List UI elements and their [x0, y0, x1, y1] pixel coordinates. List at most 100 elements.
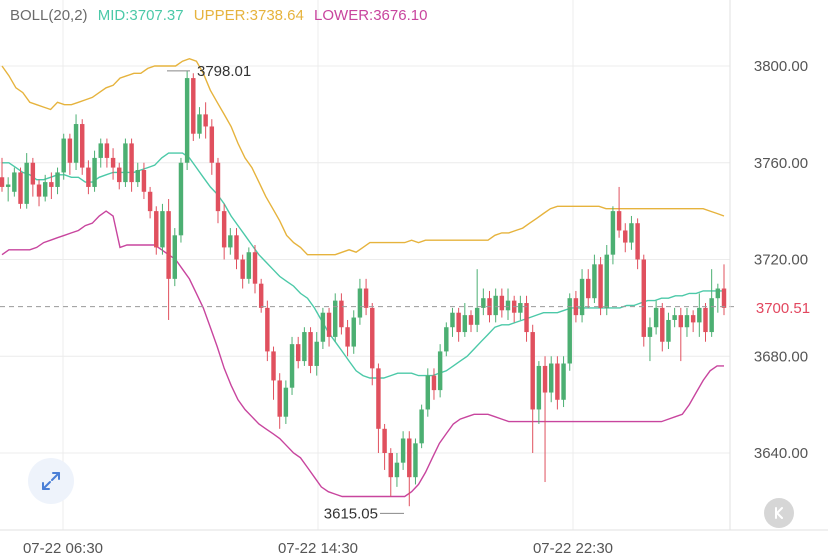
candle-down [326, 312, 332, 337]
candle-up [697, 307, 702, 323]
candle-down [18, 172, 23, 204]
candle-down [30, 162, 36, 185]
candle-down [703, 307, 708, 333]
low-price-label: 3615.05 [324, 505, 378, 522]
candle-down [339, 300, 344, 328]
candle-down [376, 368, 381, 429]
candle-up [314, 341, 319, 366]
candle-down [635, 223, 640, 260]
y-tick-label: 3680.00 [754, 348, 808, 365]
candle-up [505, 300, 511, 311]
candle-down [530, 332, 535, 410]
candle-up [357, 288, 363, 318]
candle-up [493, 295, 498, 316]
candle-up [92, 157, 97, 187]
candle-up [5, 184, 11, 187]
candle-down [555, 363, 560, 400]
candle-down [166, 211, 171, 279]
candle-down [104, 143, 110, 158]
candle-up [672, 315, 677, 320]
candle-down [586, 278, 591, 299]
candle-up [394, 462, 400, 478]
candle-down [191, 78, 196, 134]
x-tick-label: 07-22 06:30 [23, 540, 103, 557]
boll-lower-line [1, 210, 724, 498]
candle-up [123, 143, 128, 183]
candle-up [289, 344, 295, 388]
candle-down [117, 167, 122, 183]
boll-legend: BOLL(20,2) MID:3707.37 UPPER:3738.64 LOW… [10, 7, 433, 24]
candle-up [450, 312, 455, 328]
candle-down [49, 182, 54, 187]
candle-down [641, 259, 646, 337]
x-tick-label: 07-22 14:30 [278, 540, 358, 557]
candle-up [283, 387, 289, 417]
candle-down [388, 453, 393, 478]
candle-down [67, 138, 73, 163]
candle-down [382, 428, 387, 453]
candle-up [561, 363, 566, 400]
candle-up [320, 312, 326, 342]
candle-up [98, 143, 103, 158]
candle-up [184, 78, 190, 163]
boll-mid-line [2, 152, 724, 379]
legend-indicator-name: BOLL(20,2) [10, 7, 88, 24]
candle-up [647, 327, 653, 337]
candle-up [481, 298, 486, 308]
candle-up [172, 235, 178, 279]
candle-down [678, 315, 684, 328]
candle-up [629, 223, 634, 243]
candle-down [209, 126, 215, 163]
candle-down [721, 288, 727, 308]
candle-up [400, 438, 406, 463]
candle-down [0, 177, 5, 187]
candle-down [295, 344, 301, 362]
expand-button[interactable] [28, 458, 74, 504]
candle-up [228, 235, 233, 248]
candle-down [234, 235, 239, 260]
candle-down [345, 327, 350, 347]
candle-up [55, 172, 60, 187]
candle-down [86, 167, 91, 187]
candle-up [419, 409, 424, 444]
candle-up [425, 375, 431, 410]
boll-upper-line [1, 57, 725, 256]
y-tick-label: 3720.00 [754, 252, 808, 269]
candle-down [616, 211, 622, 231]
candle-down [271, 351, 276, 381]
candle-up [197, 114, 202, 134]
candle-down [265, 307, 270, 352]
candle-up [536, 365, 542, 410]
candle-down [573, 298, 579, 316]
candle-down [80, 124, 85, 168]
candle-up [444, 327, 449, 352]
legend-mid: MID:3707.37 [97, 7, 184, 24]
candle-up [462, 315, 468, 333]
y-tick-label: 3640.00 [754, 445, 808, 462]
k-back-button[interactable] [764, 498, 794, 528]
candle-up [73, 124, 79, 163]
y-tick-label: 3760.00 [754, 155, 808, 172]
candle-down [623, 230, 628, 243]
candle-up [12, 172, 17, 192]
candle-up [351, 317, 356, 347]
current-price-label: 3700.51 [738, 295, 828, 321]
candle-down [370, 307, 375, 369]
candle-down [407, 438, 412, 478]
candle-down [456, 312, 461, 333]
candle-down [598, 264, 603, 308]
candle-up [548, 363, 554, 393]
candle-up [653, 307, 659, 328]
k-back-icon [775, 507, 783, 519]
high-price-label: 3798.01 [197, 63, 251, 80]
candle-up [437, 351, 443, 391]
candle-up [666, 319, 671, 342]
expand-arrows-icon [42, 472, 60, 490]
x-tick-label: 07-22 22:30 [533, 540, 613, 557]
legend-upper: UPPER:3738.64 [193, 7, 304, 24]
candle-down [147, 191, 153, 212]
candle-down [215, 162, 221, 212]
candle-down [468, 315, 474, 325]
candle-down [277, 380, 282, 417]
